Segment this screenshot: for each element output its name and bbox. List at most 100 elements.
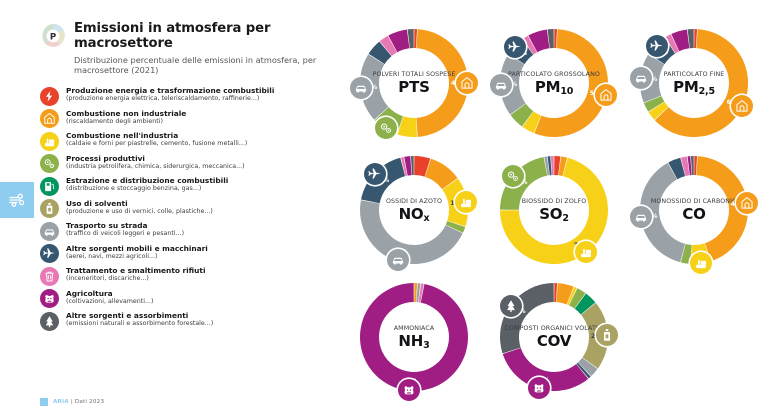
donut-segment — [554, 283, 558, 303]
donut-segment — [442, 178, 468, 227]
legend-item-text: Trattamento e smaltimento rifiuti (incene… — [66, 266, 206, 283]
donut-segment — [418, 283, 424, 303]
car-icon — [490, 73, 513, 96]
donut-segment — [694, 29, 698, 49]
footer: ARIA | Dati 2023 — [40, 398, 104, 406]
legend-item-trasporto-strada[interactable]: Trasporto su strada (traffico di veicoli … — [40, 221, 340, 241]
donut-chart-grid: POLVERI TOTALI SOSPESEPTS48%21%8%PARTICO… — [344, 22, 764, 402]
donut-segment — [578, 357, 598, 377]
airplane-icon — [645, 34, 668, 57]
legend-item-description: (industria petrolifera, chimica, siderur… — [66, 162, 245, 170]
legend-item-text: Altre sorgenti e assorbimenti (emissioni … — [66, 311, 213, 328]
legend-item-label: Produzione energia e trasformazione comb… — [66, 86, 275, 96]
legend-item-text: Trasporto su strada (traffico di veicoli … — [66, 221, 184, 238]
house-icon — [730, 94, 753, 117]
donut-segment — [388, 29, 410, 53]
donut-segment — [648, 101, 669, 120]
donut-segment — [550, 156, 554, 176]
legend-item-altre-sorgenti-assorbimenti[interactable]: Altre sorgenti e assorbimenti (emissioni … — [40, 311, 340, 331]
legend-item-text: Altre sorgenti mobili e macchinari (aerei… — [66, 244, 208, 261]
legend-item-combustione-non-industriale[interactable]: Combustione non industriale (riscaldament… — [40, 109, 340, 129]
legend-item-description: (coltivazioni, allevamenti...) — [66, 297, 154, 305]
tree-icon — [500, 294, 523, 317]
legend-item-estrazione-distribuzione[interactable]: Estrazione e distribuzione combustibili(… — [40, 176, 340, 196]
donut-segment — [404, 156, 412, 176]
factory-icon — [689, 251, 712, 274]
footer-source: ARIA | Dati 2023 — [53, 399, 104, 405]
donut-segment — [696, 156, 748, 262]
legend-item-uso-solventi[interactable]: Uso di solventi (produzione e uso di vern… — [40, 199, 340, 219]
car-icon — [40, 221, 59, 241]
legend-item-text: Combustione non industriale (riscaldament… — [66, 109, 186, 126]
legend-item-trattamento-rifiuti[interactable]: Trattamento e smaltimento rifiuti (incene… — [40, 266, 340, 286]
cow-icon — [40, 289, 59, 309]
donut-segment — [407, 29, 414, 49]
house-icon — [735, 192, 758, 215]
legend-item-altre-sorgenti-mobili[interactable]: Altre sorgenti mobili e macchinari (aerei… — [40, 244, 340, 264]
donut-ring-co: MONOSSIDO DI CARBONIOCO44%6%38% — [630, 153, 758, 274]
donut-segment — [379, 35, 397, 56]
legend-item-description: (caldaie e forni per piastrelle, cemento… — [66, 140, 248, 148]
trash-bin-icon — [40, 266, 59, 286]
donut-segment — [397, 116, 418, 137]
lightning-bolt-icon — [40, 86, 59, 106]
donut-segment — [640, 54, 665, 103]
donut-segment — [671, 29, 690, 52]
page-title: Emissioni in atmosfera per macrosettore — [74, 21, 271, 51]
legend-item-combustione-industria[interactable]: Combustione nell'industria (caldaie e for… — [40, 131, 340, 151]
factory-icon — [575, 240, 598, 263]
car-icon — [386, 249, 409, 272]
donut-segment — [400, 157, 408, 177]
donut-chart-co: MONOSSIDO DI CARBONIOCO44%6%38% — [624, 149, 764, 276]
donut-segment — [522, 35, 537, 55]
donut-chart-so2: BIOSSIDO DI ZOLFOSO271%22% — [484, 149, 624, 276]
footer-square-icon — [40, 398, 48, 406]
wind-air-icon — [0, 182, 34, 218]
donut-ring-so2: BIOSSIDO DI ZOLFOSO271%22% — [497, 153, 611, 267]
legend-item-description: (produzione energia elettrica, telerisca… — [66, 95, 260, 103]
donut-segment — [569, 288, 586, 309]
legend-item-label: Trasporto su strada — [66, 221, 148, 231]
legend-item-label: Uso di solventi — [66, 198, 128, 208]
donut-segment — [416, 29, 469, 137]
legend-item-label: Combustione non industriale — [66, 108, 187, 118]
donut-segment — [544, 156, 550, 176]
donut-segment — [668, 157, 686, 180]
legend-item-text: Agricoltura (coltivazioni, allevamenti...… — [66, 289, 153, 306]
legend-item-description: (inceneritori, discariche...) — [66, 275, 149, 283]
donut-chart-pts: POLVERI TOTALI SOSPESEPTS48%21%8% — [344, 22, 484, 149]
cow-icon — [398, 378, 420, 401]
footer-dataset: Dati 2023 — [74, 399, 105, 405]
donut-segment — [665, 34, 679, 54]
legend-item-agricoltura[interactable]: Agricoltura (coltivazioni, allevamenti...… — [40, 289, 340, 309]
fuel-pump-icon — [40, 176, 59, 196]
donut-segment — [522, 111, 541, 134]
left-column: P Emissioni in atmosfera per macrosettor… — [40, 21, 340, 334]
donut-segment — [640, 162, 686, 263]
donut-segment — [414, 156, 431, 177]
legend-item-description: (produzione e uso di vernici, colle, pla… — [66, 207, 213, 215]
donut-segment — [687, 29, 694, 49]
footer-brand: ARIA — [53, 399, 69, 405]
legend-item-text: Estrazione e distribuzione combustibili(… — [66, 176, 228, 193]
donut-segment — [368, 41, 392, 65]
donut-segment — [558, 156, 568, 177]
donut-segment — [654, 29, 748, 138]
legend-item-processi-produttivi[interactable]: Processi produttivi (industria petrolifer… — [40, 154, 340, 174]
legend-item-text: Produzione energia e trasformazione comb… — [66, 86, 274, 103]
donut-chart-nh3: AMMONIACANH397% — [344, 276, 484, 403]
gears-icon — [502, 165, 525, 188]
donut-ring-nh3: AMMONIACANH397% — [357, 280, 471, 401]
car-icon — [630, 205, 653, 228]
donut-segment — [643, 96, 665, 112]
donut-ring-pm10: PARTICOLATO GROSSOLANOPM1055%19%6% — [490, 26, 617, 140]
donut-segment — [554, 156, 561, 176]
legend-item-text: Combustione nell'industria (caldaie e for… — [66, 131, 247, 148]
house-icon — [456, 72, 478, 94]
legend-item-produzione-energia[interactable]: Produzione energia e trasformazione comb… — [40, 86, 340, 106]
legend-item-label: Combustione nell'industria — [66, 131, 179, 141]
gears-icon — [374, 116, 397, 139]
donut-segment — [502, 348, 589, 391]
